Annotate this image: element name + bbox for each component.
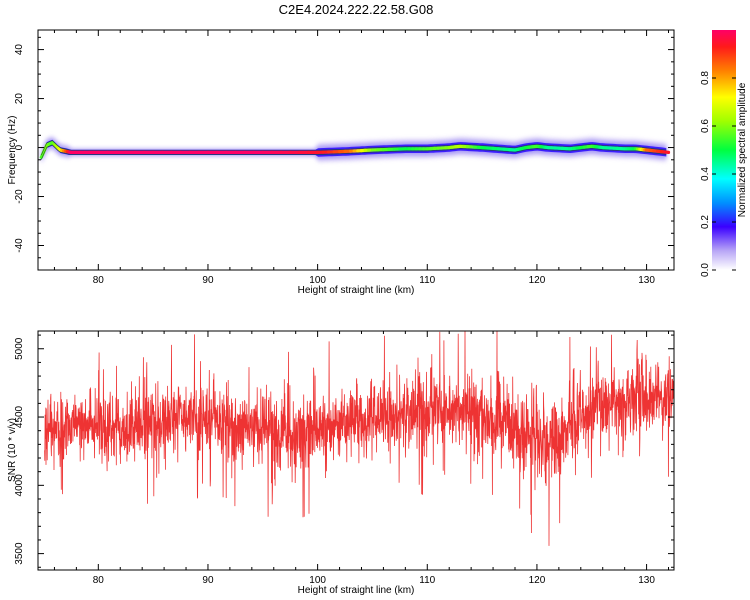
snr-xlabel: Height of straight line (km) [298, 585, 415, 596]
spectrogram-xlabel: Height of straight line (km) [298, 285, 415, 296]
spectrogram-ytick-label: -40 [14, 238, 25, 253]
spectrogram-ytick-label: 0 [14, 144, 25, 150]
snr-ylabel: SNR (10 * v/v) [7, 418, 18, 482]
spectrogram-ytick-label: -20 [14, 189, 25, 204]
spectrogram-plot-area [39, 135, 671, 165]
snr-xtick-label: 120 [529, 575, 546, 586]
ridge-contour-lower [40, 144, 667, 160]
spectrogram-xtick-label: 120 [529, 275, 546, 286]
snr-ytick-label: 4000 [14, 474, 25, 497]
snr-line [44, 331, 674, 546]
ridge-segments [39, 141, 671, 159]
spectrogram-xtick-label: 100 [309, 275, 326, 286]
figure-title: C2E4.2024.222.22.58.G08 [279, 2, 434, 17]
spectrogram-xtick-label: 80 [93, 275, 105, 286]
colorbar: 0.0 0.2 0.4 0.6 0.8 Normalized spectral ampl… [700, 30, 748, 277]
snr-plot-area [44, 331, 674, 546]
snr-xtick-label: 100 [309, 575, 326, 586]
spectrogram-ytick-label: 40 [14, 44, 25, 56]
spectrogram-panel: 80 90 100 110 120 130 40 20 0 -20 -40 Height of st… [7, 29, 675, 296]
snr-ytick-label: 5000 [14, 337, 25, 360]
spectrogram-ylabel: Frequency (Hz) [7, 116, 18, 185]
snr-xtick-label: 130 [638, 575, 655, 586]
colorbar-tick-label: 0.0 [700, 263, 711, 277]
colorbar-tick-label: 0.6 [700, 119, 711, 133]
snr-xtick-label: 80 [93, 575, 105, 586]
snr-ytick-label: 3500 [14, 542, 25, 565]
snr-axes: 80 90 100 110 120 130 5000 4500 4000 3500 [14, 331, 674, 586]
snr-panel: 80 90 100 110 120 130 5000 4500 4000 3500 Height … [7, 330, 675, 596]
ridge-contour-upper [40, 140, 667, 156]
snr-xtick-label: 90 [202, 575, 214, 586]
snr-frame [37, 330, 675, 571]
spectrogram-axes: 80 90 100 110 120 130 40 20 0 -20 -40 [14, 30, 674, 286]
spectrogram-xtick-label: 90 [202, 275, 214, 286]
colorbar-label: Normalized spectral amplitude [737, 82, 748, 217]
snr-ytick-label: 4500 [14, 405, 25, 428]
spectrogram-frame [37, 29, 675, 271]
spectrogram-xtick-label: 110 [419, 275, 435, 286]
colorbar-axes: 0.0 0.2 0.4 0.6 0.8 [700, 71, 736, 277]
colorbar-tick-label: 0.8 [700, 71, 711, 85]
spectrogram-xtick-label: 130 [638, 275, 655, 286]
colorbar-tick-label: 0.2 [700, 215, 711, 229]
colorbar-gradient [712, 30, 736, 270]
colorbar-tick-label: 0.4 [700, 167, 711, 181]
snr-xtick-label: 110 [419, 575, 435, 586]
spectrogram-ytick-label: 20 [14, 93, 25, 105]
